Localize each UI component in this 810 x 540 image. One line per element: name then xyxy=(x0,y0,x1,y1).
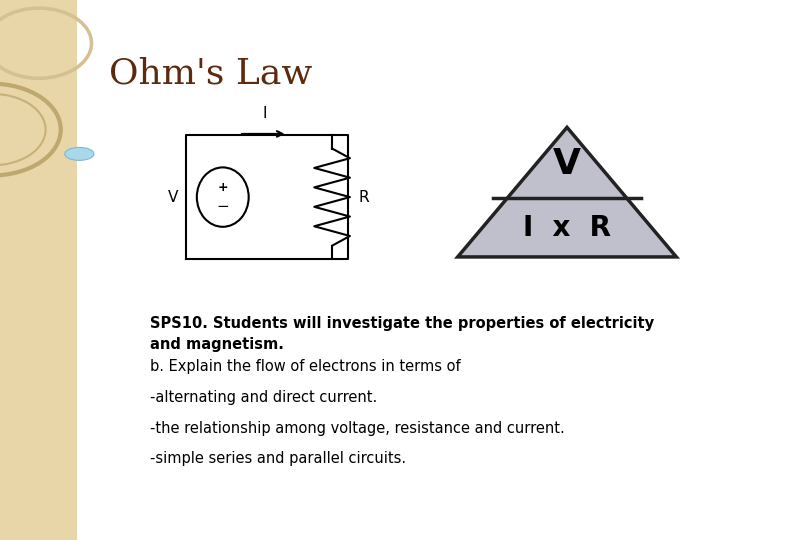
Text: I: I xyxy=(262,106,267,122)
Ellipse shape xyxy=(197,167,249,227)
Text: and magnetism.: and magnetism. xyxy=(150,338,284,353)
Text: −: − xyxy=(216,199,229,214)
Text: Ohm's Law: Ohm's Law xyxy=(109,57,313,91)
Text: R: R xyxy=(358,190,369,205)
Polygon shape xyxy=(458,127,676,257)
Text: b. Explain the flow of electrons in terms of: b. Explain the flow of electrons in term… xyxy=(150,359,460,374)
Text: +: + xyxy=(217,181,228,194)
Text: -simple series and parallel circuits.: -simple series and parallel circuits. xyxy=(150,451,406,467)
Text: -alternating and direct current.: -alternating and direct current. xyxy=(150,390,377,405)
Text: -the relationship among voltage, resistance and current.: -the relationship among voltage, resista… xyxy=(150,421,565,436)
Text: SPS10. Students will investigate the properties of electricity: SPS10. Students will investigate the pro… xyxy=(150,316,654,331)
FancyBboxPatch shape xyxy=(0,0,77,540)
Ellipse shape xyxy=(65,147,94,160)
Text: I  x  R: I x R xyxy=(523,214,611,242)
Text: V: V xyxy=(168,190,178,205)
Text: V: V xyxy=(553,147,581,180)
